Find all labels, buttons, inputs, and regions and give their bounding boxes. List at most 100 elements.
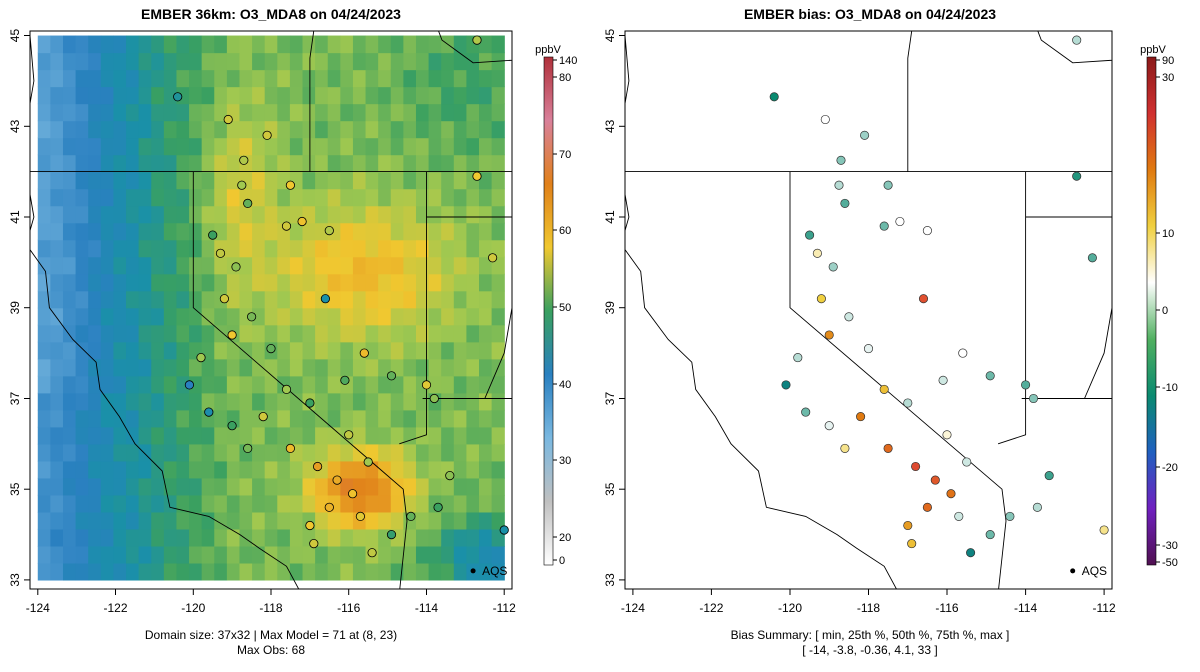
model-grid-cell xyxy=(126,171,140,190)
model-grid-cell xyxy=(415,358,430,377)
model-grid-cell xyxy=(365,205,379,224)
model-grid-cell xyxy=(264,256,278,275)
model-grid-cell xyxy=(239,460,253,479)
obs-site-marker xyxy=(237,180,247,190)
model-grid-cell xyxy=(315,35,329,54)
model-grid-cell xyxy=(479,154,493,173)
model-grid-cell xyxy=(491,460,505,479)
model-grid-cell xyxy=(289,341,304,360)
model-grid-cell xyxy=(151,511,165,530)
model-grid-cell xyxy=(365,443,379,462)
model-grid-cell xyxy=(62,460,77,479)
model-grid-cell xyxy=(189,511,203,530)
model-grid-cell xyxy=(491,324,505,343)
model-grid-cell xyxy=(302,103,316,122)
model-grid-cell xyxy=(176,239,190,258)
y-tick-label: 45 xyxy=(603,29,617,43)
model-grid-cell xyxy=(151,205,165,224)
model-grid-cell xyxy=(138,290,152,309)
model-grid-cell xyxy=(201,494,215,513)
model-grid-cell xyxy=(62,375,77,394)
model-grid-cell xyxy=(277,273,291,292)
model-grid-cell xyxy=(151,69,165,88)
model-grid-cell xyxy=(352,205,367,224)
model-grid-cell xyxy=(479,324,493,343)
model-grid-cell xyxy=(327,137,341,156)
model-grid-cell xyxy=(277,154,291,173)
model-grid-cell xyxy=(226,562,241,581)
model-grid-cell xyxy=(88,460,102,479)
bias-site-marker xyxy=(820,114,830,125)
model-grid-cell xyxy=(378,409,392,428)
model-grid-cell xyxy=(352,52,367,71)
model-grid-cell xyxy=(327,460,341,479)
model-grid-cell xyxy=(100,103,115,122)
model-grid-cell xyxy=(100,239,115,258)
model-grid-cell xyxy=(302,273,316,292)
model-grid-cell xyxy=(163,35,178,54)
model-grid-cell xyxy=(252,562,266,581)
model-grid-cell xyxy=(214,69,228,88)
model-grid-cell xyxy=(226,290,241,309)
model-grid-cell xyxy=(226,528,241,547)
model-grid-cell xyxy=(100,290,115,309)
model-grid-cell xyxy=(189,392,203,411)
model-grid-cell xyxy=(88,375,102,394)
model-grid-cell xyxy=(252,205,266,224)
model-grid-cell xyxy=(453,494,468,513)
model-grid-cell xyxy=(151,154,165,173)
model-grid-cell xyxy=(252,86,266,105)
model-grid-cell xyxy=(277,460,291,479)
model-grid-cell xyxy=(214,35,228,54)
model-grid-cell xyxy=(289,426,304,445)
model-grid-cell xyxy=(365,511,379,530)
obs-site-marker xyxy=(297,216,307,227)
model-grid-cell xyxy=(201,460,215,479)
model-grid-cell xyxy=(126,341,140,360)
model-grid-cell xyxy=(163,205,178,224)
obs-site-marker xyxy=(215,248,226,258)
model-grid-cell xyxy=(214,477,228,496)
model-grid-cell xyxy=(302,375,316,394)
model-grid-cell xyxy=(163,324,178,343)
model-grid-cell xyxy=(352,188,367,207)
model-grid-cell xyxy=(113,256,127,275)
model-grid-cell xyxy=(403,205,417,224)
coastline xyxy=(30,34,300,589)
model-grid-cell xyxy=(62,239,77,258)
model-grid-cell xyxy=(441,103,455,122)
model-grid-cell xyxy=(100,188,115,207)
bias-site-marker xyxy=(828,262,838,272)
model-grid-cell xyxy=(466,409,480,428)
model-grid-cell xyxy=(214,120,228,139)
x-tick-label: -124 xyxy=(26,601,50,615)
model-grid-cell xyxy=(50,52,64,71)
model-grid-cell xyxy=(453,511,468,530)
model-grid-cell xyxy=(62,137,77,156)
model-grid-cell xyxy=(50,409,64,428)
model-grid-cell xyxy=(62,341,77,360)
model-grid-cell xyxy=(264,545,278,564)
model-grid-cell xyxy=(277,392,291,411)
model-grid-cell xyxy=(428,477,442,496)
model-grid-cell xyxy=(176,256,190,275)
model-grid-cell xyxy=(252,35,266,54)
model-grid-cell xyxy=(302,239,316,258)
model-grid-cell xyxy=(176,443,190,462)
model-grid-cell xyxy=(62,324,77,343)
obs-site-marker xyxy=(386,371,397,381)
model-grid-cell xyxy=(327,426,341,445)
obs-site-marker xyxy=(285,443,295,453)
model-grid-cell xyxy=(189,120,203,139)
model-grid-cell xyxy=(466,324,480,343)
model-grid xyxy=(37,35,505,581)
model-grid-cell xyxy=(189,205,203,224)
model-grid-cell xyxy=(441,307,455,326)
model-grid-cell xyxy=(163,120,178,139)
model-grid-cell xyxy=(277,562,291,581)
model-grid-cell xyxy=(189,528,203,547)
model-grid-cell xyxy=(415,222,430,241)
state-border xyxy=(399,171,427,445)
model-grid-cell xyxy=(113,222,127,241)
model-grid-cell xyxy=(201,511,215,530)
